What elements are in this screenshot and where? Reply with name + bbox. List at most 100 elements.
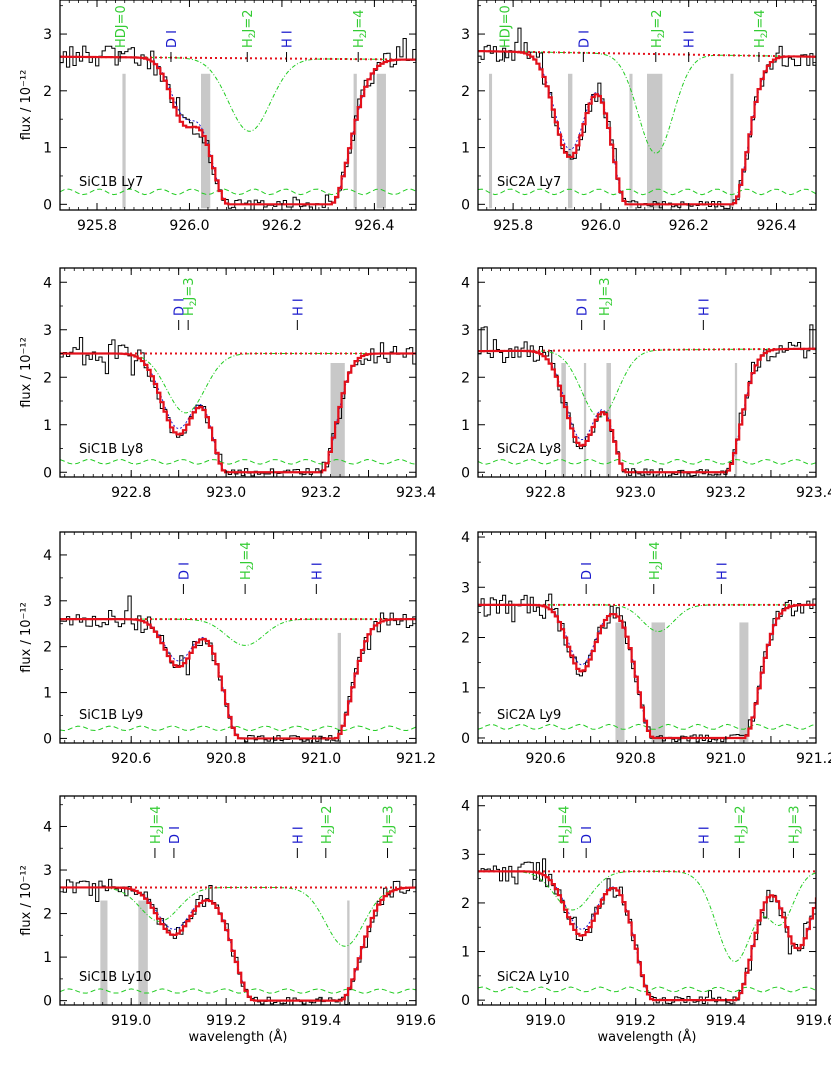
x-tick-label: 921.0 — [706, 751, 746, 767]
x-tick-label: 919.0 — [526, 1013, 566, 1029]
panel-name-label: SiC1B Ly9 — [79, 708, 143, 723]
y-tick-label: 2 — [461, 370, 470, 386]
h2-model-curve — [60, 56, 416, 132]
x-tick-label: 923.2 — [301, 485, 341, 501]
h2-model-curve — [478, 604, 816, 632]
svg-text:H2J=3: H2J=3 — [382, 805, 399, 844]
x-tick-label: 926.2 — [262, 218, 302, 234]
x-axis-label: wavelength (Å) — [598, 1029, 697, 1045]
y-tick-label: 0 — [461, 465, 470, 481]
error-curve — [60, 988, 416, 994]
line-id-label: H I — [291, 298, 306, 330]
y-tick-label: 1 — [43, 418, 52, 434]
h2-model-curve — [60, 886, 416, 947]
svg-text:D I: D I — [173, 298, 188, 316]
svg-text:D I: D I — [165, 30, 180, 48]
panel-name-label: SiC2A Ly8 — [497, 442, 561, 457]
line-id-label: H2J=2 — [650, 9, 667, 62]
x-tick-label: 919.2 — [206, 1013, 246, 1029]
line-id-label: D I — [576, 298, 591, 330]
excluded-region-band — [651, 622, 666, 742]
svg-text:H I: H I — [310, 562, 325, 580]
svg-text:H I: H I — [715, 562, 730, 580]
x-tick-label: 926.0 — [581, 218, 621, 234]
y-tick-label: 2 — [43, 640, 52, 656]
line-id-label: H2J=4 — [753, 9, 770, 62]
error-curve — [60, 725, 416, 732]
svg-text:H2J=2: H2J=2 — [650, 9, 667, 48]
panel-sic2a-ly10: 919.0 919.2 919.4 919.6 0 1 2 3 4 wavelength (Å) S… — [461, 795, 831, 1045]
svg-text:H2J=2: H2J=2 — [320, 805, 337, 844]
plot-frame — [477, 0, 817, 211]
svg-text:D I: D I — [168, 826, 183, 844]
x-tick-label: 923.2 — [706, 485, 746, 501]
y-axis-label: flux / 10⁻¹² — [19, 337, 34, 408]
svg-text:D I: D I — [577, 30, 592, 48]
x-tick-label: 923.0 — [206, 485, 246, 501]
svg-text:H2J=4: H2J=4 — [149, 805, 166, 844]
line-id-label: H2J=4 — [558, 805, 575, 858]
svg-text:H I: H I — [683, 30, 698, 48]
line-id-label: H2J=3 — [598, 277, 615, 330]
y-tick-label: 4 — [461, 799, 470, 815]
excluded-region-band — [488, 73, 493, 209]
y-tick-label: 2 — [43, 370, 52, 386]
excluded-region-band — [138, 900, 148, 1005]
best-fit-model-curve — [60, 352, 416, 474]
line-id-label: H2J=3 — [182, 277, 199, 330]
x-tick-label: 921.2 — [796, 751, 831, 767]
excluded-region-band — [347, 900, 350, 1005]
x-tick-label: 923.4 — [396, 485, 436, 501]
line-id-label: H2J=4 — [149, 805, 166, 858]
svg-text:H2J=4: H2J=4 — [648, 541, 665, 580]
y-tick-label: 0 — [43, 465, 52, 481]
panel-sic1b-ly9: 920.6 920.8 921.0 921.2 0 1 2 3 4 flux / 10⁻¹² SiC… — [19, 531, 436, 767]
line-id-label: H2J=3 — [382, 805, 399, 858]
svg-text:H2J=4: H2J=4 — [352, 9, 369, 48]
panel-name-label: SiC1B Ly7 — [79, 175, 143, 190]
x-tick-label: 920.8 — [616, 751, 656, 767]
line-id-label: HDJ=0 — [498, 5, 513, 62]
plot-frame — [59, 531, 417, 744]
svg-text:H2J=3: H2J=3 — [182, 277, 199, 316]
continuum-line — [478, 50, 816, 58]
x-tick-label: 926.4 — [354, 218, 394, 234]
x-tick-label: 919.0 — [111, 1013, 151, 1029]
excluded-region-band — [739, 622, 749, 742]
panel-sic2a-ly7: 925.8 926.0 926.2 926.4 0 1 2 3 SiC2A Ly7 HDJ=0 D … — [461, 0, 817, 234]
panel-name-label: SiC2A Ly7 — [497, 175, 561, 190]
y-axis-label: flux / 10⁻¹² — [19, 865, 34, 936]
svg-text:H2J=3: H2J=3 — [598, 277, 615, 316]
line-id-label: H2J=2 — [320, 805, 337, 858]
y-tick-label: 2 — [461, 631, 470, 647]
line-id-label: D I — [165, 30, 180, 62]
x-tick-label: 925.8 — [493, 218, 533, 234]
svg-text:HDJ=0: HDJ=0 — [114, 5, 129, 48]
y-tick-label: 4 — [461, 275, 470, 291]
y-tick-label: 0 — [43, 197, 52, 213]
excluded-region-band — [376, 73, 386, 209]
y-tick-label: 2 — [461, 84, 470, 100]
y-tick-label: 4 — [43, 275, 52, 291]
excluded-region-band — [122, 73, 126, 209]
line-id-label: D I — [168, 826, 183, 858]
svg-text:H2J=4: H2J=4 — [753, 9, 770, 48]
svg-text:H I: H I — [697, 298, 712, 316]
line-id-label: D I — [173, 298, 188, 330]
line-id-label: H2J=4 — [239, 541, 256, 594]
panel-sic1b-ly8: 922.8 923.0 923.2 923.4 0 1 2 3 4 flux / 10⁻¹² SiC… — [19, 267, 436, 501]
svg-text:H2J=3: H2J=3 — [787, 805, 804, 844]
y-tick-label: 1 — [43, 686, 52, 702]
line-id-label: H2J=4 — [648, 541, 665, 594]
panel-sic2a-ly8: 922.8 923.0 923.2 923.4 0 1 2 3 4 SiC2A Ly8 D I H2J… — [461, 267, 831, 501]
y-tick-label: 0 — [461, 993, 470, 1009]
x-tick-label: 920.6 — [111, 751, 151, 767]
best-fit-model-curve — [60, 618, 416, 740]
h2-model-curve — [478, 870, 816, 963]
svg-text:H I: H I — [281, 30, 296, 48]
y-tick-label: 3 — [43, 594, 52, 610]
y-tick-label: 3 — [461, 323, 470, 339]
plot-frame — [59, 795, 417, 1006]
best-fit-model-curve — [478, 870, 816, 1002]
